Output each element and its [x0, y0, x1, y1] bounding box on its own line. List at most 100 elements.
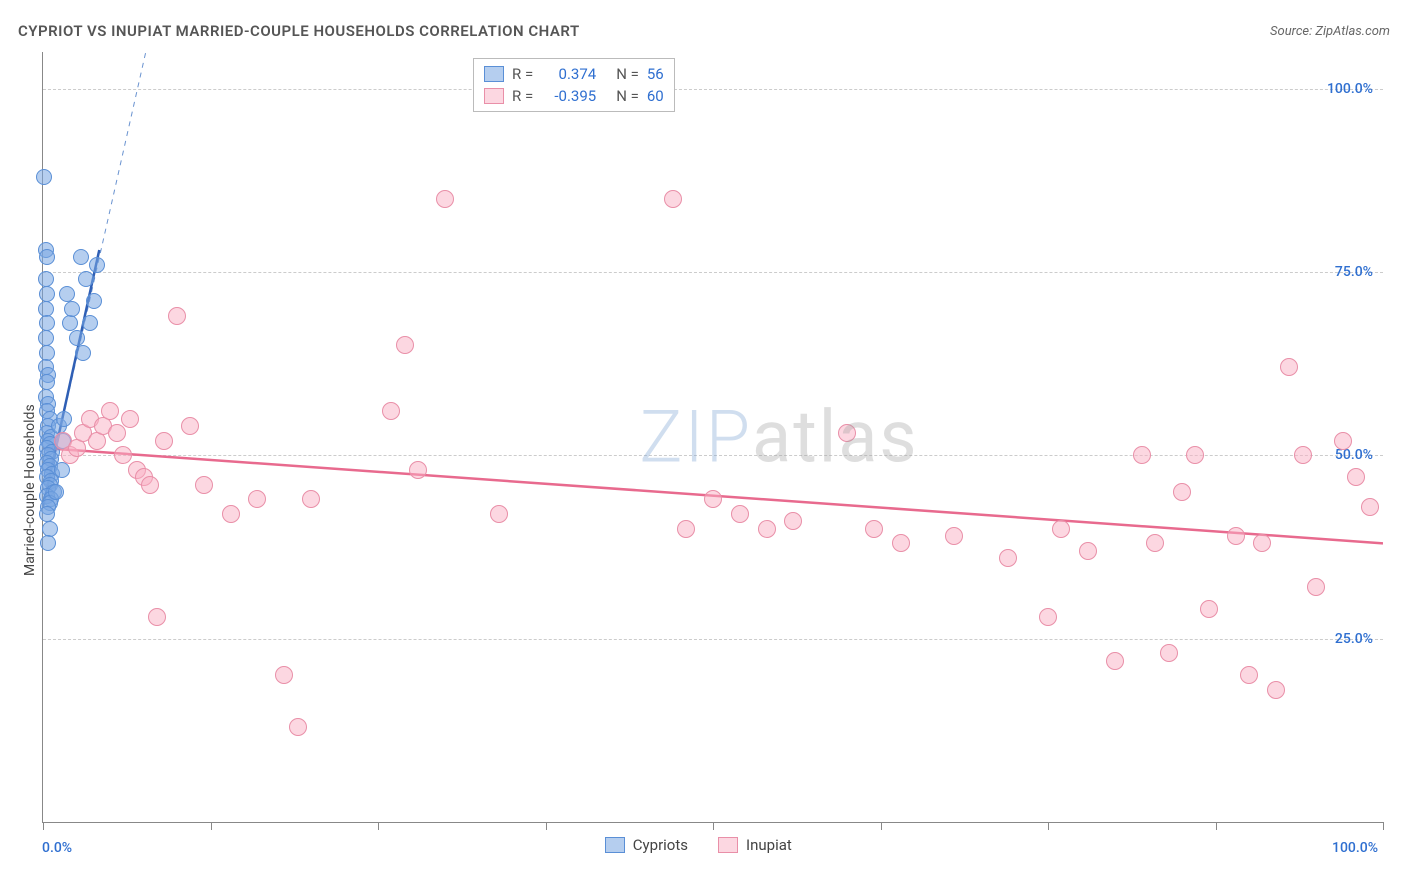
data-point: [945, 527, 963, 545]
data-point: [1361, 498, 1379, 516]
data-point: [1240, 666, 1258, 684]
data-point: [892, 534, 910, 552]
data-point: [1227, 527, 1245, 545]
data-point: [1253, 534, 1271, 552]
data-point: [38, 271, 54, 287]
data-point: [731, 505, 749, 523]
data-point: [42, 521, 58, 537]
legend-n-value: 56: [647, 63, 664, 85]
data-point: [1307, 578, 1325, 596]
data-point: [1294, 446, 1312, 464]
y-tick-label: 25.0%: [1335, 631, 1373, 647]
data-point: [40, 535, 56, 551]
gridline: [43, 89, 1383, 90]
x-tick: [211, 822, 212, 830]
data-point: [1280, 358, 1298, 376]
legend-top-row: R =-0.395N =60: [484, 85, 664, 107]
data-point: [39, 315, 55, 331]
data-point: [838, 424, 856, 442]
data-point: [36, 169, 52, 185]
data-point: [148, 608, 166, 626]
data-point: [664, 190, 682, 208]
gridline: [43, 455, 1383, 456]
data-point: [1267, 681, 1285, 699]
data-point: [56, 411, 72, 427]
legend-bottom: Cypriots Inupiat: [605, 836, 792, 854]
legend-bottom-item: Cypriots: [605, 836, 688, 854]
data-point: [1106, 652, 1124, 670]
data-point: [248, 490, 266, 508]
data-point: [141, 476, 159, 494]
legend-n-label: N =: [616, 63, 639, 85]
data-point: [1133, 446, 1151, 464]
data-point: [75, 345, 91, 361]
legend-swatch: [484, 88, 504, 104]
data-point: [1200, 600, 1218, 618]
x-tick: [713, 822, 714, 830]
legend-swatch: [718, 837, 738, 853]
chart-title: CYPRIOT VS INUPIAT MARRIED-COUPLE HOUSEH…: [18, 22, 580, 40]
data-point: [69, 330, 85, 346]
data-point: [382, 402, 400, 420]
data-point: [39, 345, 55, 361]
legend-r-value: 0.374: [541, 63, 596, 85]
data-point: [62, 315, 78, 331]
y-tick-label: 75.0%: [1335, 264, 1373, 280]
x-tick: [546, 822, 547, 830]
scatter-chart: 25.0%50.0%75.0%100.0%R =0.374N =56R =-0.…: [42, 52, 1383, 823]
data-point: [1146, 534, 1164, 552]
data-point: [1334, 432, 1352, 450]
data-point: [302, 490, 320, 508]
x-tick: [1216, 822, 1217, 830]
legend-swatch: [484, 66, 504, 82]
legend-r-label: R =: [512, 63, 533, 85]
data-point: [490, 505, 508, 523]
data-point: [181, 417, 199, 435]
gridline: [43, 272, 1383, 273]
x-axis-right-label: 100.0%: [1332, 840, 1378, 856]
x-tick: [43, 822, 44, 830]
data-point: [1039, 608, 1057, 626]
data-point: [155, 432, 173, 450]
x-tick: [1383, 822, 1384, 830]
data-point: [38, 301, 54, 317]
legend-swatch: [605, 837, 625, 853]
data-point: [168, 307, 186, 325]
data-point: [409, 461, 427, 479]
data-point: [1079, 542, 1097, 560]
data-point: [78, 271, 94, 287]
data-point: [59, 286, 75, 302]
legend-n-value: 60: [647, 85, 664, 107]
legend-bottom-label: Cypriots: [633, 836, 688, 854]
data-point: [39, 506, 55, 522]
data-point: [1347, 468, 1365, 486]
data-point: [195, 476, 213, 494]
legend-bottom-label: Inupiat: [746, 836, 792, 854]
data-point: [784, 512, 802, 530]
data-point: [39, 286, 55, 302]
data-point: [436, 190, 454, 208]
legend-top: R =0.374N =56R =-0.395N =60: [473, 58, 675, 112]
data-point: [677, 520, 695, 538]
trend-lines: [43, 52, 1383, 822]
data-point: [704, 490, 722, 508]
data-point: [1186, 446, 1204, 464]
data-point: [275, 666, 293, 684]
data-point: [1160, 644, 1178, 662]
data-point: [73, 249, 89, 265]
legend-bottom-item: Inupiat: [718, 836, 792, 854]
x-tick: [1048, 822, 1049, 830]
data-point: [101, 402, 119, 420]
data-point: [39, 249, 55, 265]
y-tick-label: 100.0%: [1327, 81, 1373, 97]
source-label: Source: ZipAtlas.com: [1270, 24, 1390, 39]
data-point: [86, 293, 102, 309]
data-point: [38, 330, 54, 346]
data-point: [758, 520, 776, 538]
x-tick: [378, 822, 379, 830]
data-point: [865, 520, 883, 538]
legend-r-label: R =: [512, 85, 533, 107]
data-point: [999, 549, 1017, 567]
data-point: [121, 410, 139, 428]
legend-n-label: N =: [616, 85, 639, 107]
